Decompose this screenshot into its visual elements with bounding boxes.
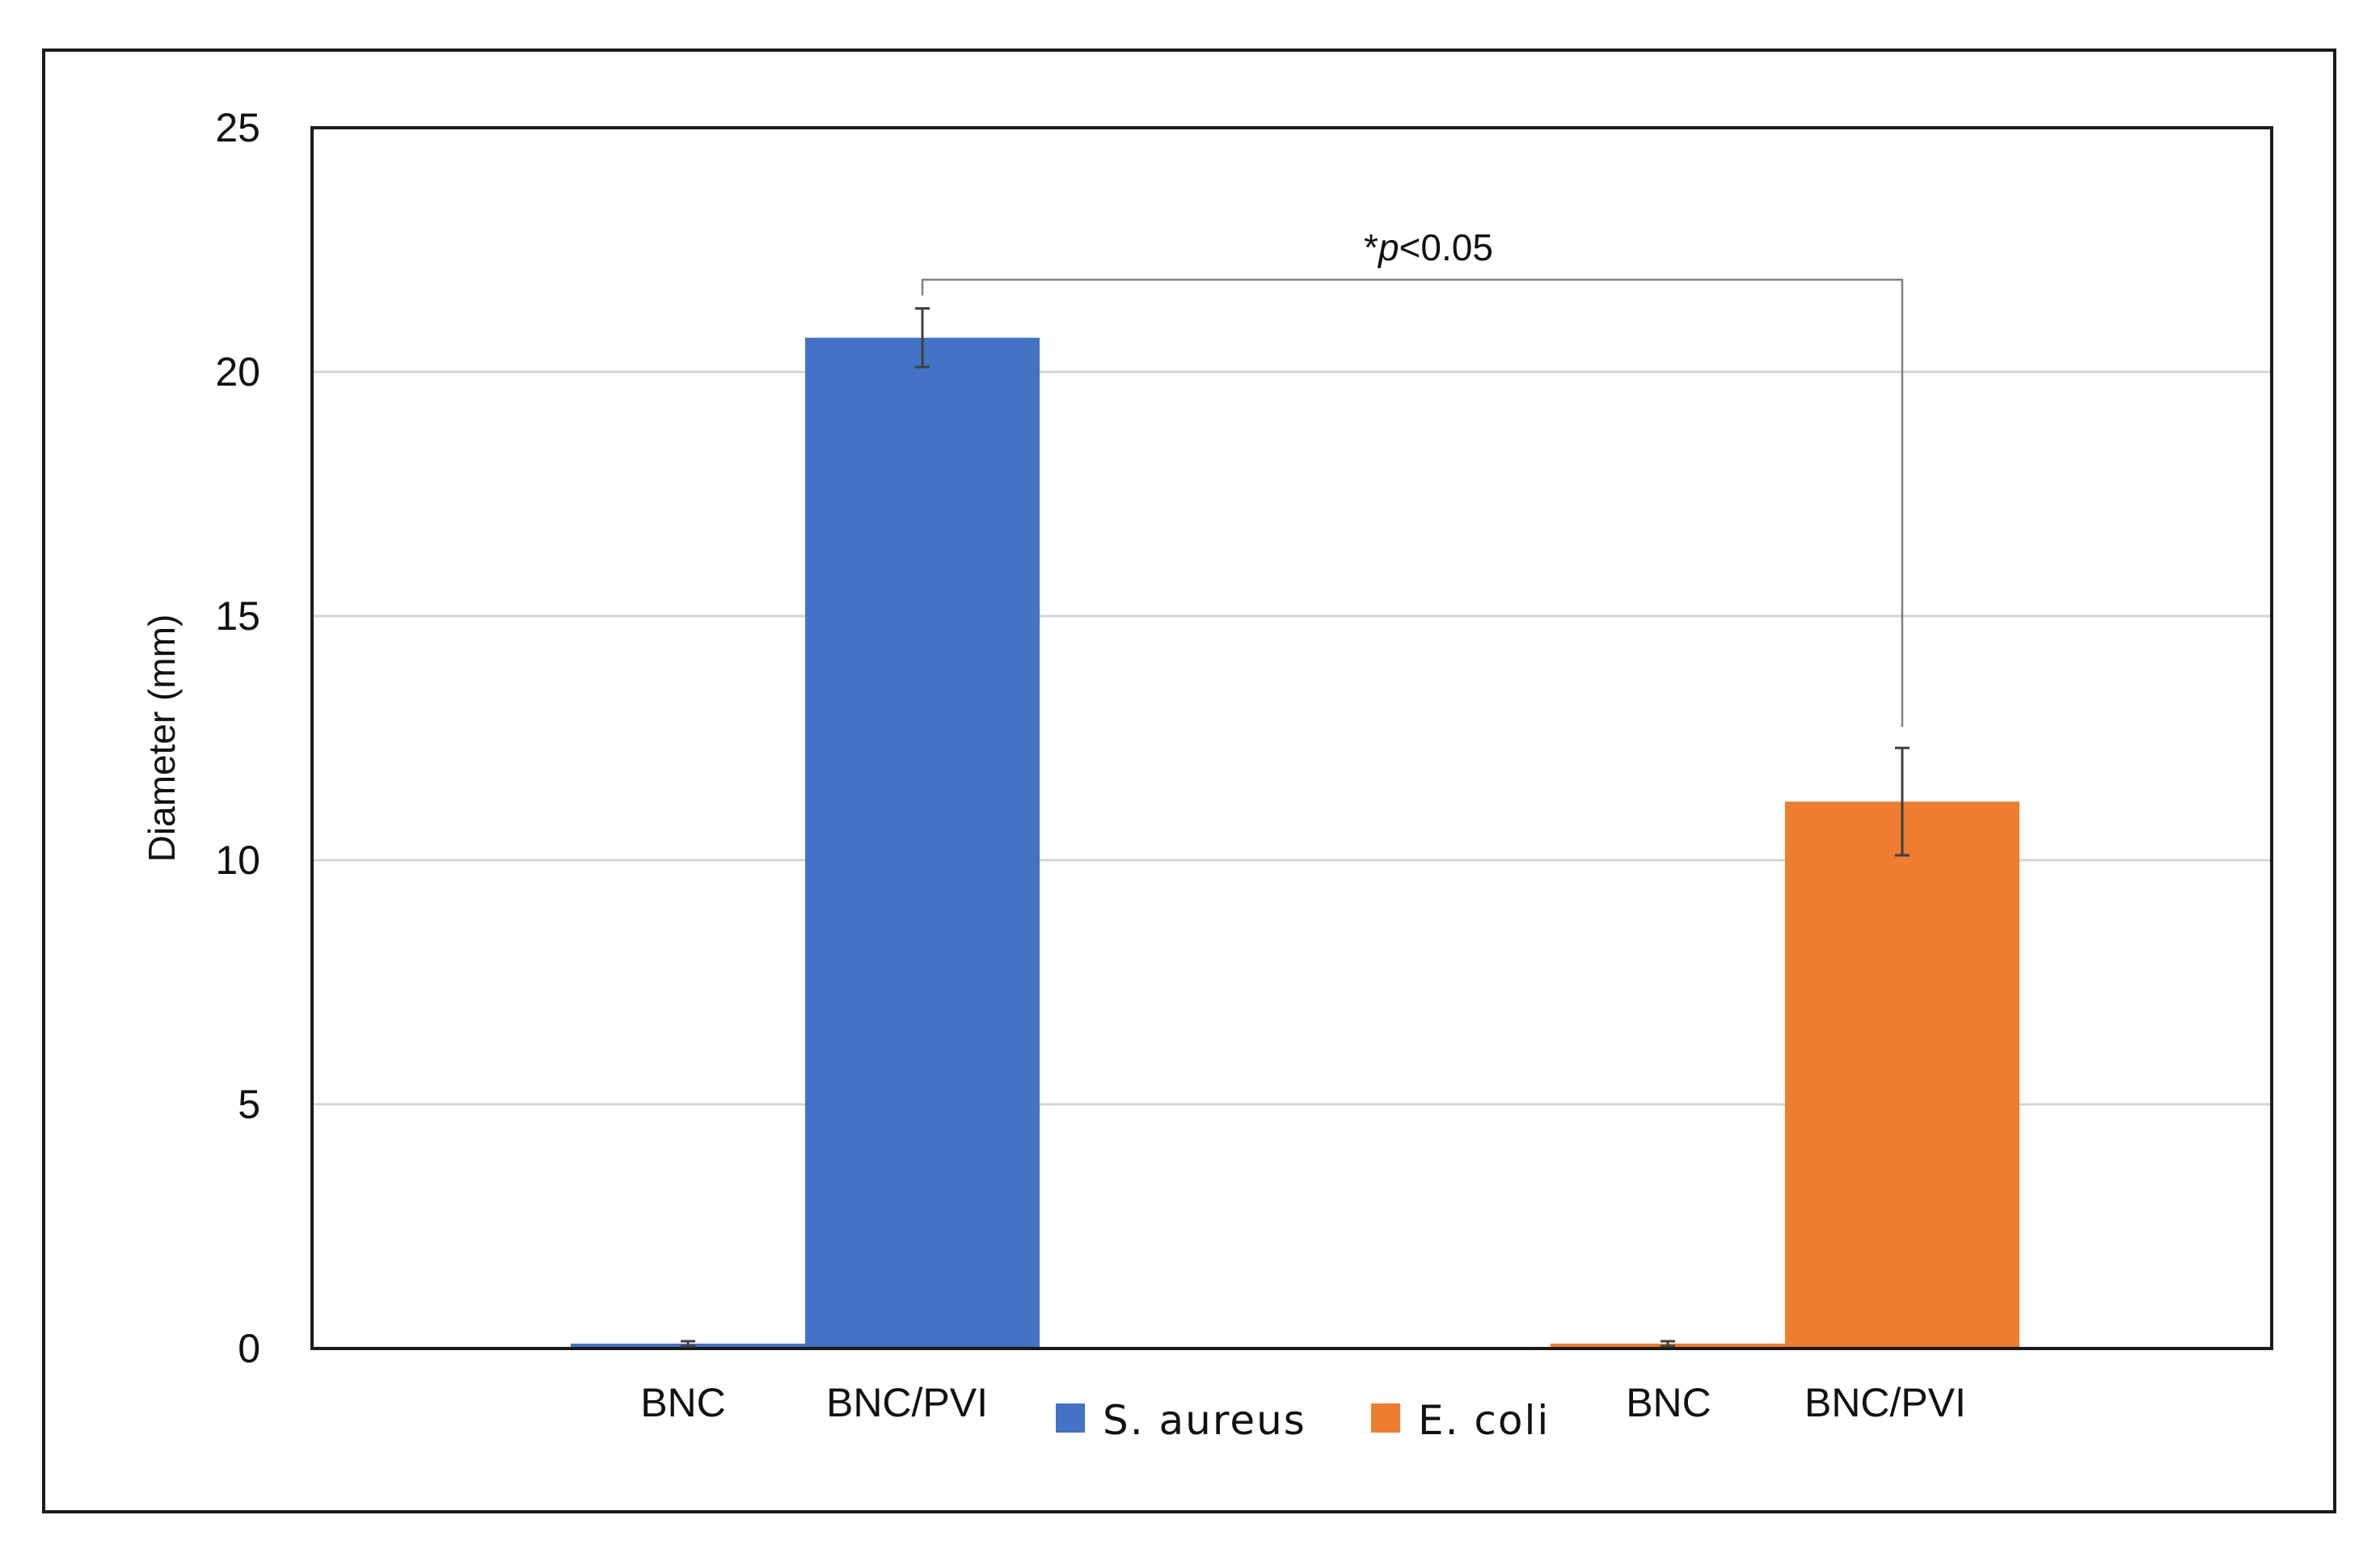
significance-bracket — [921, 278, 1904, 728]
y-tick-label-25: 25 — [215, 105, 260, 150]
error-bar-s-aureus-bnc-pvi — [915, 306, 930, 369]
y-tick-labels: 0 5 10 15 20 25 — [215, 105, 260, 1371]
error-bar-e-coli-bnc-pvi — [1895, 746, 1909, 857]
legend-item-e-coli: E. coli — [1371, 1397, 1550, 1444]
legend-swatch — [1371, 1403, 1400, 1433]
category-label-s-aureus-bnc-pvi: BNC/PVI — [826, 1380, 988, 1425]
y-tick-label-5: 5 — [238, 1082, 260, 1127]
significance-prefix: * — [1364, 226, 1378, 268]
legend: S. aureus E. coli — [1056, 1397, 1550, 1444]
y-tick-label-0: 0 — [238, 1326, 260, 1371]
bars — [571, 337, 2019, 1349]
bar-s-aureus-bnc-pvi — [805, 337, 1040, 1349]
legend-swatch — [1056, 1403, 1085, 1433]
error-bars — [681, 306, 1909, 1348]
y-tick-label-15: 15 — [215, 593, 260, 639]
y-tick-label-10: 10 — [215, 838, 260, 883]
bar-e-coli-bnc-pvi — [1785, 801, 2019, 1349]
category-label-e-coli-bnc-pvi: BNC/PVI — [1804, 1380, 1966, 1425]
error-bar-s-aureus-bnc — [681, 1340, 695, 1348]
significance-threshold: <0.05 — [1399, 226, 1493, 268]
legend-label: E. coli — [1418, 1397, 1550, 1444]
plot-area-border — [310, 126, 2273, 1350]
legend-label: S. aureus — [1103, 1397, 1306, 1444]
legend-item-s-aureus: S. aureus — [1056, 1397, 1306, 1444]
y-axis-label: Diameter (mm) — [141, 614, 183, 863]
significance-label: *p<0.05 — [1364, 226, 1493, 268]
category-labels: BNC BNC/PVI BNC BNC/PVI — [640, 1380, 1966, 1425]
y-tick-label-20: 20 — [215, 349, 260, 395]
category-label-s-aureus-bnc: BNC — [640, 1380, 726, 1425]
significance-p: p — [1377, 226, 1399, 268]
significance-annotation: *p<0.05 — [921, 226, 1904, 728]
category-label-e-coli-bnc: BNC — [1626, 1380, 1711, 1425]
error-bar-e-coli-bnc — [1661, 1340, 1675, 1348]
